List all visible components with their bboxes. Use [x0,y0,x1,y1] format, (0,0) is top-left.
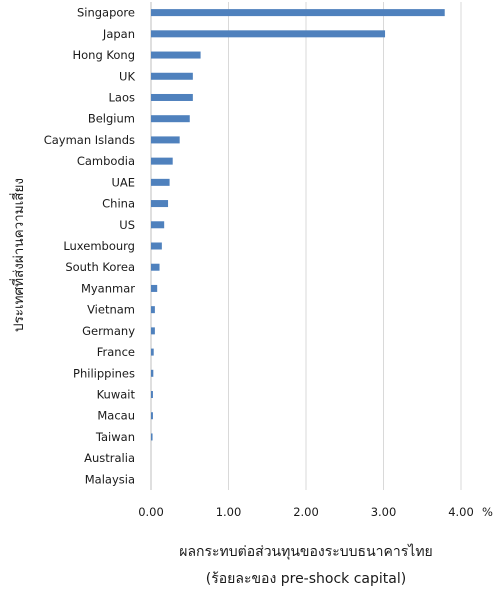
bars [151,9,445,441]
x-tick-label: 4.00 [448,505,474,519]
bar [151,9,445,17]
bar [151,263,160,271]
bar [151,51,201,59]
category-label: Cayman Islands [44,133,135,147]
bar [151,93,193,101]
x-axis-unit: % [482,505,493,519]
bar [151,348,154,356]
category-label: Taiwan [95,430,135,444]
category-label: Luxembourg [63,239,135,253]
x-tick-label: 3.00 [371,505,397,519]
bar [151,72,193,80]
bar [151,412,153,420]
category-label: Australia [84,451,135,465]
bar [151,178,170,186]
x-tick-label: 0.00 [138,505,164,519]
x-axis-ticks: 0.00 1.00 2.00 3.00 4.00 [138,505,474,519]
bar [151,136,180,144]
category-label: Myanmar [81,281,135,295]
bar [151,369,154,377]
category-label: Germany [82,324,135,338]
gridlines [150,2,462,490]
bar [151,221,165,229]
category-label: UAE [111,175,135,189]
bar [151,391,153,399]
category-label: Vietnam [87,303,135,317]
bar [151,200,169,208]
category-label: US [119,218,135,232]
category-label: Japan [102,27,135,41]
y-axis-title: ประเทศที่ส่งผ่านความเสี่ยง [9,178,27,332]
category-label: Kuwait [97,388,136,402]
bar [151,306,155,314]
x-axis-title: ผลกระทบต่อส่วนทุนของระบบธนาคารไทย [179,543,433,560]
bar [151,30,386,38]
x-tick-label: 1.00 [216,505,242,519]
category-label: Philippines [73,366,135,380]
category-label: Malaysia [85,472,135,486]
category-label: Macau [97,409,135,423]
category-label: South Korea [65,260,135,274]
category-label: UK [119,69,135,83]
bar [151,115,190,123]
x-axis-subtitle: (ร้อยละของ pre-shock capital) [206,571,406,587]
category-label: Belgium [88,112,135,126]
category-label: Cambodia [77,154,135,168]
category-label: China [102,197,135,211]
bar [151,327,155,335]
bar [151,284,158,292]
category-label: Singapore [77,6,135,20]
category-label: Hong Kong [72,48,135,62]
bar [151,157,173,165]
category-labels: Singapore Japan Hong Kong UK Laos Belgium Caym… [44,6,136,487]
category-label: Laos [109,90,135,104]
x-tick-label: 2.00 [293,505,319,519]
bar [151,242,162,250]
bar [151,433,153,441]
category-label: France [97,345,135,359]
